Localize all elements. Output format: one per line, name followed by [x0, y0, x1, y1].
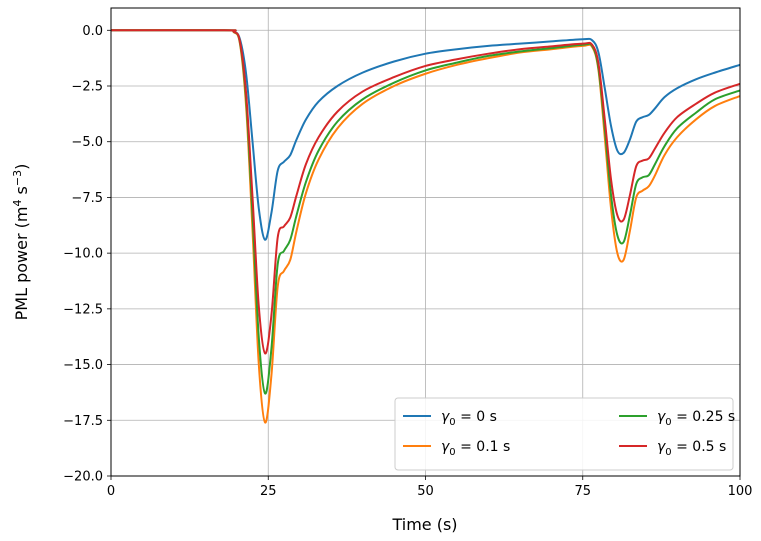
legend-label-symbol: γ [441, 439, 450, 455]
x-tick-label: 25 [260, 484, 277, 499]
y-tick-label: −17.5 [63, 414, 103, 429]
x-tick-label: 0 [107, 484, 115, 499]
y-tick-label: −12.5 [63, 302, 103, 317]
series-line [110, 29, 741, 424]
series-layer [110, 29, 741, 424]
legend-label-subscript: 0 [449, 417, 455, 428]
legend-items: γ0 = 0 sγ0 = 0.1 sγ0 = 0.25 sγ0 = 0.5 s [403, 409, 735, 458]
legend-label-value: = 0.5 s [672, 439, 727, 455]
series-line [110, 29, 741, 355]
legend-label-value: = 0.1 s [456, 439, 511, 455]
legend-label-symbol: γ [441, 409, 450, 425]
legend-label-subscript: 0 [665, 447, 671, 458]
legend-label: γ0 = 0.5 s [657, 439, 726, 458]
legend: γ0 = 0 sγ0 = 0.1 sγ0 = 0.25 sγ0 = 0.5 s [394, 397, 735, 471]
y-tick-label: −5.0 [71, 135, 103, 150]
x-tick-label: 75 [574, 484, 591, 499]
y-tick-label: −10.0 [63, 247, 103, 262]
y-tick-label: 0.0 [82, 24, 103, 39]
axis-ticks: 0 25 50 75 100 0.0 −2.5 −5.0 −7.5 −10.0 −12.5 −15.0… [63, 24, 752, 499]
y-axis-title-sup1: 4 [11, 200, 24, 207]
series-line [110, 29, 741, 241]
legend-box [394, 397, 734, 471]
legend-label-value: = 0.25 s [672, 409, 736, 425]
legend-label-symbol: γ [657, 439, 666, 455]
y-axis-title-sup2: −3 [11, 170, 24, 186]
x-tick-label: 100 [728, 484, 753, 499]
legend-label-value: = 0 s [456, 409, 497, 425]
y-axis-title-mid: s [12, 186, 31, 199]
y-axis-title: PML power (m4 s−3) [11, 164, 31, 321]
y-axis-title-end: ) [12, 164, 31, 170]
y-tick-label: −7.5 [71, 191, 103, 206]
series-line [110, 29, 741, 395]
x-tick-label: 50 [417, 484, 434, 499]
y-axis-title-base: PML power (m [12, 207, 31, 321]
legend-label-symbol: γ [657, 409, 666, 425]
y-tick-label: −20.0 [63, 470, 103, 485]
legend-label-subscript: 0 [665, 417, 671, 428]
legend-label-subscript: 0 [449, 447, 455, 458]
legend-label: γ0 = 0.1 s [441, 439, 510, 458]
y-tick-label: −2.5 [71, 80, 103, 95]
x-axis-title: Time (s) [391, 515, 457, 534]
legend-label: γ0 = 0.25 s [657, 409, 735, 428]
y-tick-label: −15.0 [63, 358, 103, 373]
legend-label: γ0 = 0 s [441, 409, 497, 428]
